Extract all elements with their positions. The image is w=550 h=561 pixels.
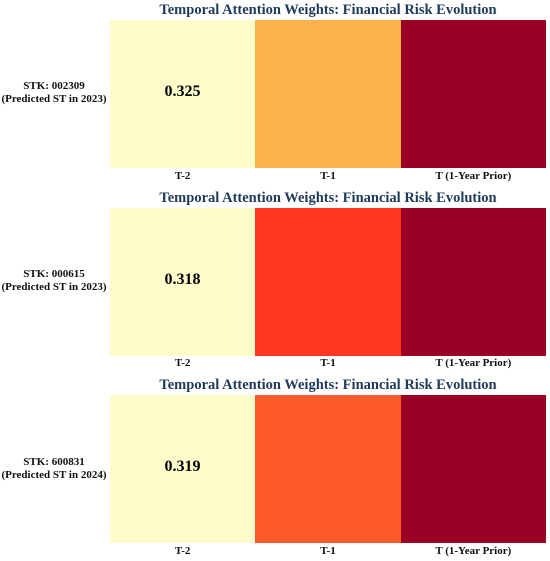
panel-title: Temporal Attention Weights: Financial Ri…: [159, 377, 497, 393]
row-label: STK: 002309 (Predicted ST in 2023): [0, 80, 108, 106]
heatmap-cell-t-1: [255, 20, 401, 168]
x-axis-ticks: T-2 T-1 T (1-Year Prior): [110, 545, 546, 557]
row-label-stock: STK: 002309: [23, 80, 85, 92]
x-tick-label: T-1: [320, 357, 336, 369]
heatmap-cell-t: [400, 20, 546, 168]
x-tick-label: T-2: [174, 545, 191, 557]
heatmap-cell-t-2: [110, 20, 256, 168]
heatmap-cell-t: [400, 208, 546, 356]
heatmap-cell-t-2: [110, 208, 256, 356]
x-tick-label: T-1: [320, 170, 336, 182]
cell-value-label: 0.325: [164, 83, 201, 100]
cell-value-label: 0.319: [164, 458, 201, 475]
x-tick-label: T-1: [320, 545, 336, 557]
row-label-stock: STK: 600831: [23, 456, 85, 468]
row-label-stock: STK: 000615: [23, 268, 85, 280]
x-tick-label: T (1-Year Prior): [435, 545, 512, 557]
row-label-prediction: (Predicted ST in 2024): [1, 469, 107, 481]
heatmap-row: 0.319: [110, 395, 546, 543]
row-label: STK: 000615 (Predicted ST in 2023): [0, 268, 108, 294]
row-label-prediction: (Predicted ST in 2023): [1, 93, 107, 105]
row-label-prediction: (Predicted ST in 2023): [1, 281, 107, 293]
panel-title: Temporal Attention Weights: Financial Ri…: [159, 2, 497, 18]
heatmap-cell-t-2: [110, 395, 256, 543]
x-axis-ticks: T-2 T-1 T (1-Year Prior): [110, 170, 546, 182]
heatmap-cell-t: [400, 395, 546, 543]
x-tick-label: T-2: [174, 357, 191, 369]
heatmap-cell-t-1: [255, 208, 401, 356]
panel-title: Temporal Attention Weights: Financial Ri…: [159, 190, 497, 206]
x-tick-label: T (1-Year Prior): [435, 357, 512, 369]
heatmap-row: 0.318: [110, 208, 546, 356]
x-axis-ticks: T-2 T-1 T (1-Year Prior): [110, 357, 546, 369]
x-tick-label: T (1-Year Prior): [435, 170, 512, 182]
x-tick-label: T-2: [174, 170, 191, 182]
heatmap-row: 0.325: [110, 20, 546, 168]
heatmap-cell-t-1: [255, 395, 401, 543]
row-label: STK: 600831 (Predicted ST in 2024): [0, 456, 108, 482]
cell-value-label: 0.318: [164, 271, 201, 288]
